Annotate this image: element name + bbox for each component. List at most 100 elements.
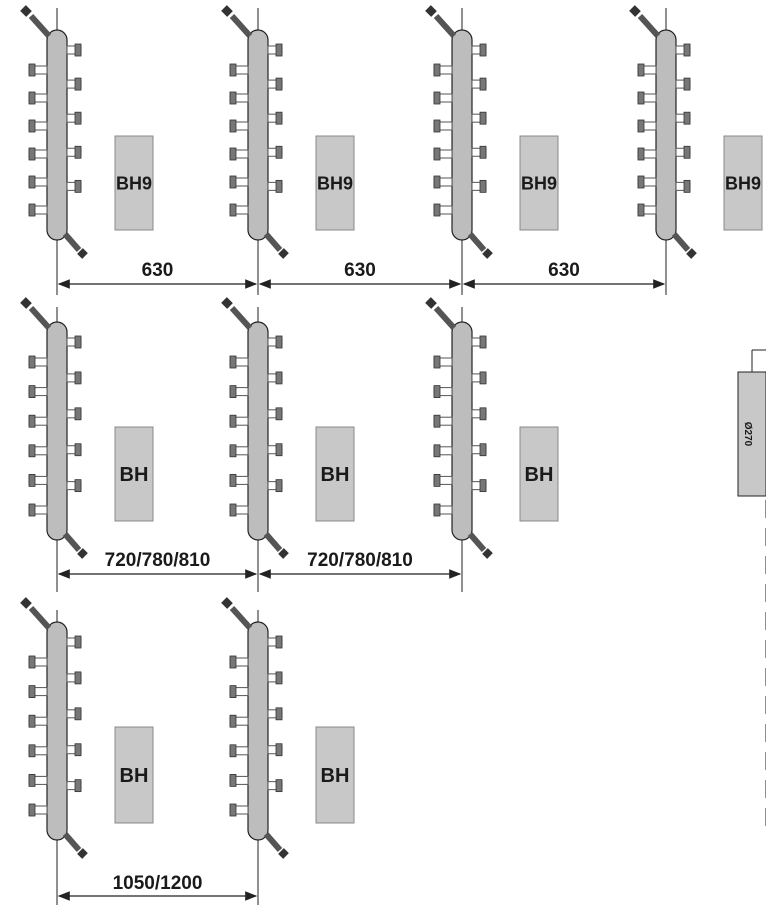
dimension-label: 630 xyxy=(142,260,174,281)
dimension-label: 720/780/810 xyxy=(307,550,413,571)
manifold-unit: BH9 xyxy=(629,5,763,295)
unit-box xyxy=(723,135,763,231)
fitting-nut xyxy=(28,385,36,399)
vent-cap xyxy=(425,5,437,17)
vent-valve xyxy=(28,13,52,39)
fitting-nut xyxy=(74,779,82,793)
drain-cap xyxy=(77,248,88,259)
fitting-nut xyxy=(433,63,441,77)
manifold-pipe xyxy=(451,321,473,541)
fitting-nut xyxy=(479,179,487,193)
fitting-nut xyxy=(275,77,283,91)
vent-valve xyxy=(28,605,52,631)
fitting-nut xyxy=(229,385,237,399)
fitting-nut xyxy=(433,355,441,369)
manifold-unit: BH xyxy=(425,297,559,592)
fitting-nut xyxy=(683,43,691,57)
fitting-nut xyxy=(28,744,36,758)
fitting-nut xyxy=(74,111,82,125)
fitting-nut xyxy=(74,371,82,385)
fitting-nut xyxy=(28,444,36,458)
fitting-nut xyxy=(229,444,237,458)
vent-valve xyxy=(637,13,661,39)
fitting-nut xyxy=(275,179,283,193)
fitting-nut xyxy=(28,175,36,189)
unit-box-label: BH9 xyxy=(116,173,152,193)
fitting-nut xyxy=(433,119,441,133)
dimension-label: 630 xyxy=(548,260,580,281)
fitting-nut xyxy=(275,335,283,349)
fitting-nut xyxy=(229,175,237,189)
fitting-nut xyxy=(433,385,441,399)
fitting-nut xyxy=(28,685,36,698)
dimension: 630 xyxy=(462,260,666,289)
fitting-nut xyxy=(433,91,441,105)
unit-box-label: BH9 xyxy=(317,173,353,193)
drain-valve xyxy=(263,832,283,852)
fitting-nut xyxy=(229,774,237,787)
dimension: 630 xyxy=(258,260,462,289)
unit-box xyxy=(315,135,355,231)
dimension-label: 720/780/810 xyxy=(105,550,211,571)
fitting-nut xyxy=(229,91,237,105)
drain-cap xyxy=(278,848,289,859)
fitting-nut xyxy=(683,145,691,159)
fitting-nut xyxy=(479,335,487,349)
vent-cap xyxy=(221,597,233,609)
unit-box-label: BH9 xyxy=(725,173,761,193)
fitting-nut xyxy=(229,473,237,487)
side-diameter-label: Ø270 xyxy=(742,422,753,447)
fitting-nut xyxy=(28,119,36,133)
fitting-nut xyxy=(275,145,283,159)
unit-box-label: BH xyxy=(120,765,149,787)
drain-valve xyxy=(263,532,283,552)
manifold-unit: BH xyxy=(221,297,355,592)
manifold-pipe xyxy=(655,29,677,241)
unit-box xyxy=(315,426,355,522)
fitting-nut xyxy=(637,91,645,105)
fitting-nut xyxy=(74,77,82,91)
fitting-nut xyxy=(74,43,82,57)
drain-valve xyxy=(467,232,487,252)
drain-valve xyxy=(467,532,487,552)
fitting-nut xyxy=(275,743,283,757)
fitting-nut xyxy=(28,655,36,669)
manifold-pipe xyxy=(451,29,473,241)
fitting-nut xyxy=(229,63,237,77)
fitting-nut xyxy=(28,91,36,105)
manifold-unit: BH xyxy=(20,297,154,592)
fitting-nut xyxy=(229,655,237,669)
fitting-nut xyxy=(433,175,441,189)
fitting-nut xyxy=(275,635,283,649)
fitting-nut xyxy=(229,414,237,428)
unit-box xyxy=(519,135,559,231)
fitting-nut xyxy=(28,355,36,369)
fitting-nut xyxy=(229,119,237,133)
manifold-pipe xyxy=(46,621,68,841)
manifold-pipe xyxy=(247,621,269,841)
dimension: 720/780/810 xyxy=(258,550,462,579)
fitting-nut xyxy=(74,179,82,193)
fitting-nut xyxy=(479,407,487,421)
fitting-nut xyxy=(637,203,645,217)
unit-box-label: BH9 xyxy=(521,173,557,193)
fitting-nut xyxy=(74,479,82,493)
fitting-nut xyxy=(275,479,283,493)
fitting-nut xyxy=(433,444,441,458)
fitting-nut xyxy=(479,479,487,493)
fitting-nut xyxy=(637,119,645,133)
fitting-nut xyxy=(28,147,36,161)
fitting-nut xyxy=(28,473,36,487)
fitting-nut xyxy=(275,443,283,457)
manifold-unit: BH9 xyxy=(20,5,154,295)
fitting-nut xyxy=(479,371,487,385)
dimension-label: 630 xyxy=(344,260,376,281)
fitting-nut xyxy=(479,111,487,125)
dimension: 720/780/810 xyxy=(57,550,258,579)
fitting-nut xyxy=(229,355,237,369)
fitting-nut xyxy=(229,744,237,758)
dimension-label: 1050/1200 xyxy=(113,873,203,894)
fitting-nut xyxy=(275,407,283,421)
fitting-nut xyxy=(433,473,441,487)
